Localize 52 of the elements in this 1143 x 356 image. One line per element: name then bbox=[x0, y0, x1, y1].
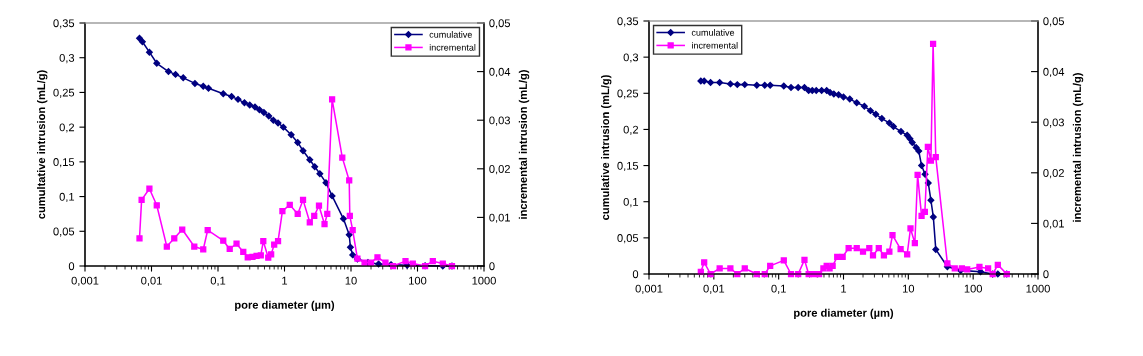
x-tick-label: 0,1 bbox=[210, 276, 226, 286]
y-tick-label: 0,1 bbox=[59, 192, 75, 203]
x-tick-label: 0,001 bbox=[71, 276, 99, 286]
y2-tick-label: 0,02 bbox=[1043, 169, 1064, 179]
x-tick-label: 0,01 bbox=[141, 276, 162, 286]
legend-label: cumulative bbox=[691, 29, 735, 36]
y-tick-label: 0,05 bbox=[617, 234, 639, 244]
y-axis-title: cumultative intrusion (mL/g) bbox=[37, 70, 48, 219]
legend-label: incremental bbox=[429, 44, 476, 51]
y2-tick-label: 0,01 bbox=[489, 213, 510, 223]
y-tick-label: 0 bbox=[632, 270, 639, 279]
y-tick-label: 0,35 bbox=[617, 17, 639, 27]
y-tick-label: 0,25 bbox=[53, 88, 75, 98]
y-tick-label: 0,2 bbox=[59, 123, 75, 133]
y2-tick-label: 0,04 bbox=[489, 67, 511, 78]
x-tick-label: 100 bbox=[409, 276, 427, 285]
y-tick-label: 0,25 bbox=[617, 89, 639, 99]
y-tick-label: 0,15 bbox=[617, 161, 639, 172]
x-tick-label: 1000 bbox=[472, 276, 496, 285]
y-tick-label: 0,2 bbox=[623, 125, 639, 135]
y2-tick-label: 0,03 bbox=[489, 116, 510, 126]
y-tick-label: 0,1 bbox=[623, 197, 639, 208]
x-axis-title: pore diameter (µm) bbox=[235, 300, 335, 312]
y-tick-label: 0,05 bbox=[53, 227, 75, 237]
y-tick-label: 0,15 bbox=[53, 158, 75, 168]
y-tick-label: 0,3 bbox=[59, 53, 75, 64]
y2-tick-label: 0,05 bbox=[489, 19, 511, 29]
y2-tick-label: 0,02 bbox=[489, 165, 510, 175]
y2-tick-label: 0,05 bbox=[1043, 17, 1065, 27]
y2-tick-label: 0 bbox=[489, 262, 495, 271]
x-tick-label: 0,1 bbox=[771, 284, 786, 294]
y2-tick-label: 0,01 bbox=[1043, 219, 1064, 229]
y2-axis-title: incremental intrusion (mL/g) bbox=[1072, 73, 1084, 222]
legend-label: incremental bbox=[692, 42, 738, 49]
x-axis-title: pore diameter (µm) bbox=[794, 308, 894, 320]
legend-label: cumulative bbox=[429, 31, 472, 38]
x-tick-label: 100 bbox=[964, 284, 982, 293]
y2-tick-label: 0,04 bbox=[1043, 67, 1065, 78]
y-tick-label: 0 bbox=[68, 262, 75, 271]
y2-tick-label: 0,03 bbox=[1043, 118, 1064, 128]
x-tick-label: 1 bbox=[282, 276, 288, 285]
x-tick-label: 10 bbox=[903, 284, 915, 293]
x-tick-label: 1000 bbox=[1026, 284, 1050, 293]
x-tick-label: 1 bbox=[841, 284, 847, 293]
y-tick-label: 0,3 bbox=[623, 53, 639, 63]
x-tick-label: 10 bbox=[345, 276, 357, 285]
y-tick-label: 0,35 bbox=[53, 19, 75, 29]
x-tick-label: 0,01 bbox=[703, 284, 725, 294]
y2-axis-title: incremental intrusion (mL/g) bbox=[518, 70, 530, 219]
y2-tick-label: 0 bbox=[1043, 270, 1049, 279]
y-axis-title: cumulative intrusion (mL/g) bbox=[601, 75, 612, 220]
x-tick-label: 0,001 bbox=[635, 284, 663, 294]
